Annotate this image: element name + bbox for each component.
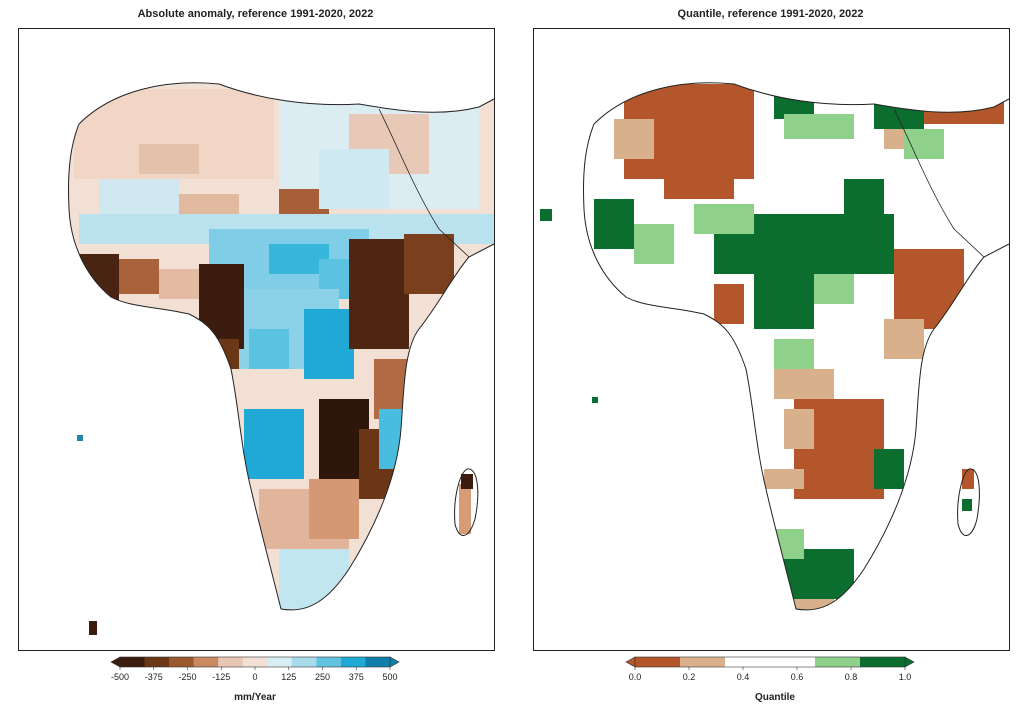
quantile-color-swatch — [860, 657, 906, 667]
madagascar-coastline — [454, 468, 479, 536]
anomaly-color-swatch — [144, 657, 170, 667]
quantile-colorbar: 0.0 0.2 0.4 0.6 0.8 1.0 — [625, 656, 915, 682]
anomaly-raster — [68, 82, 494, 610]
anomaly-color-swatch — [120, 657, 146, 667]
madagascar-raster — [962, 469, 974, 489]
quantile-tick-label: 1.0 — [899, 672, 912, 682]
anomaly-tick-label: 250 — [315, 672, 330, 682]
anomaly-colorbar: -500 -375 -250 -125 0 125 250 375 500 — [110, 656, 400, 682]
quantile-colorbar-unit: Quantile — [754, 692, 795, 703]
absolute-anomaly-map — [18, 28, 495, 651]
isolated-pixel — [77, 435, 83, 441]
quantile-max-arrow — [904, 656, 915, 668]
anomaly-tick-label: -250 — [178, 672, 196, 682]
anomaly-tick-label: -375 — [145, 672, 163, 682]
red-sea-coastline — [378, 108, 470, 258]
madagascar-raster — [459, 484, 471, 534]
anomaly-color-swatch — [218, 657, 244, 667]
anomaly-color-swatch — [242, 657, 268, 667]
anomaly-tick-label: -125 — [212, 672, 230, 682]
anomaly-tick-label: 375 — [349, 672, 364, 682]
quantile-color-swatch — [725, 657, 771, 667]
anomaly-color-swatch — [193, 657, 219, 667]
anomaly-tick-label: 0 — [252, 672, 257, 682]
anomaly-tick-label: 125 — [281, 672, 296, 682]
isolated-pixel — [89, 621, 97, 635]
anomaly-color-swatch — [316, 657, 342, 667]
madagascar-coastline — [957, 468, 980, 536]
quantile-min-arrow — [625, 656, 636, 668]
quantile-color-swatch — [635, 657, 681, 667]
quantile-tick-label: 0.0 — [629, 672, 642, 682]
isolated-pixel — [592, 397, 598, 403]
quantile-tick-label: 0.4 — [737, 672, 750, 682]
quantile-color-swatch — [815, 657, 861, 667]
anomaly-max-arrow — [389, 656, 400, 668]
left-map-title: Absolute anomaly, reference 1991-2020, 2… — [137, 8, 374, 20]
right-map-title: Quantile, reference 1991-2020, 2022 — [677, 8, 864, 20]
anomaly-color-swatch — [340, 657, 366, 667]
quantile-colorbar-outline — [634, 656, 906, 668]
anomaly-tick-label: 500 — [382, 672, 397, 682]
africa-coastline — [583, 82, 1009, 611]
quantile-tick-label: 0.6 — [791, 672, 804, 682]
anomaly-min-arrow — [110, 656, 121, 668]
quantile-raster — [583, 82, 1009, 610]
quantile-map — [533, 28, 1010, 651]
africa-coastline — [68, 82, 494, 611]
quantile-color-swatch — [680, 657, 726, 667]
anomaly-color-swatch — [169, 657, 195, 667]
anomaly-color-swatch — [291, 657, 317, 667]
anomaly-color-swatch — [267, 657, 293, 667]
madagascar-raster — [962, 499, 972, 511]
quantile-tick-label: 0.8 — [845, 672, 858, 682]
isolated-pixel — [540, 209, 552, 221]
anomaly-tick-label: -500 — [111, 672, 129, 682]
red-sea-coastline — [893, 108, 985, 258]
anomaly-colorbar-unit: mm/Year — [234, 692, 276, 703]
anomaly-color-swatch — [365, 657, 391, 667]
quantile-tick-label: 0.2 — [683, 672, 696, 682]
madagascar-raster — [461, 474, 473, 489]
quantile-color-swatch — [770, 657, 816, 667]
